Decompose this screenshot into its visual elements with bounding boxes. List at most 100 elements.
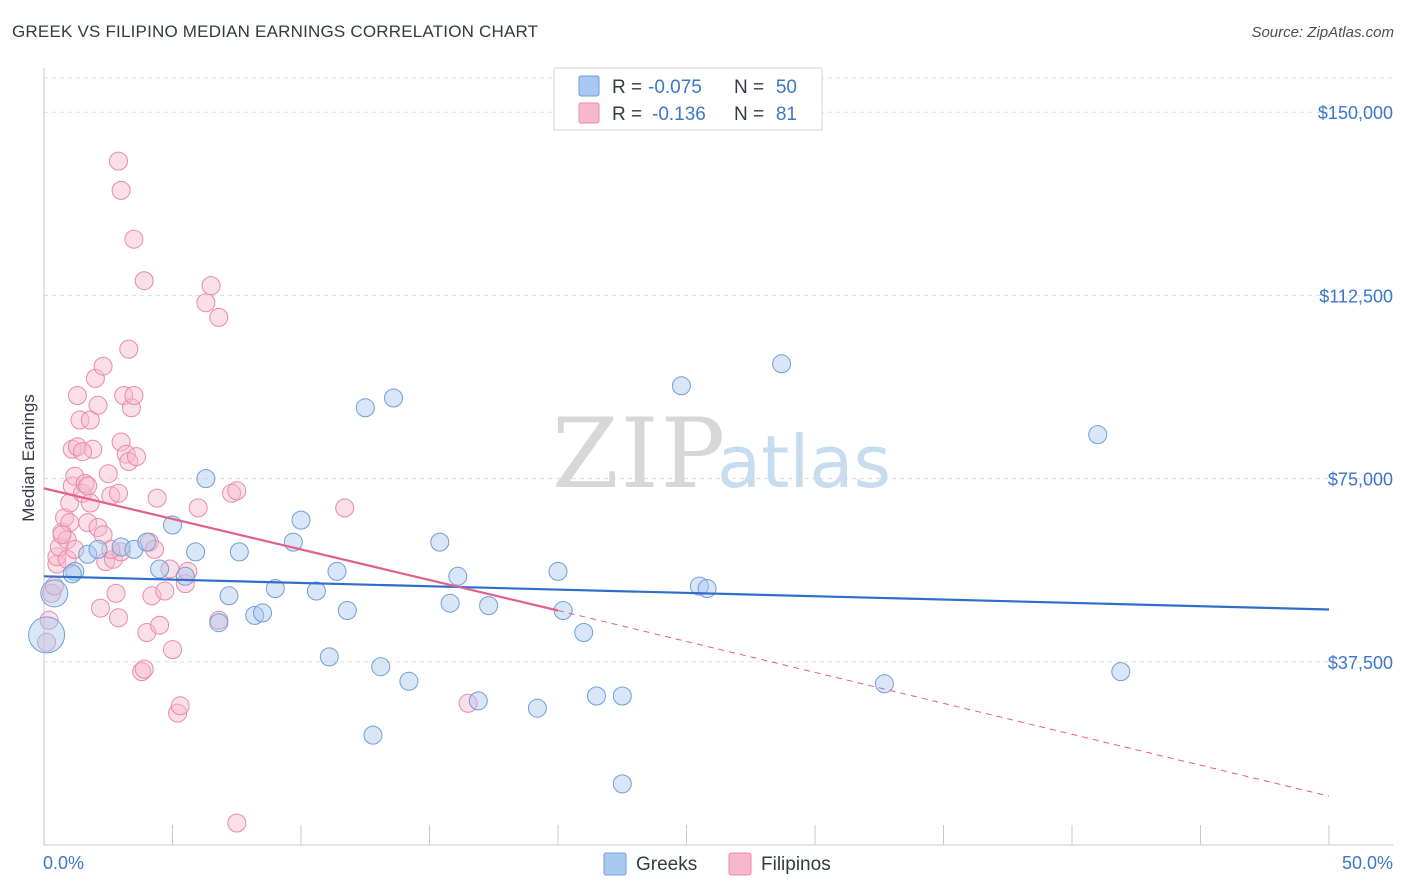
point-greeks-17 <box>253 603 272 623</box>
point-filipinos-61 <box>111 180 131 200</box>
y-axis-title: Median Earnings <box>19 394 38 522</box>
legend-r-label-filipinos: R = <box>612 104 642 125</box>
point-filipinos-28 <box>91 598 110 618</box>
point-filipinos-36 <box>109 608 128 628</box>
point-filipinos-50 <box>142 586 162 606</box>
point-greeks-23 <box>327 561 347 581</box>
point-filipinos-74 <box>119 339 139 359</box>
point-greeks-26 <box>363 725 383 745</box>
point-greeks-11 <box>186 542 206 562</box>
point-filipinos-43 <box>121 398 141 418</box>
point-filipinos-67 <box>209 307 229 327</box>
bottom-legend-swatch-greeks <box>603 852 627 876</box>
y-tick-labels: $37,500 $75,000 $112,500 $150,000 <box>1318 103 1393 673</box>
legend-r-filipinos: -0.136 <box>652 104 706 125</box>
data-points <box>28 151 1131 833</box>
point-filipinos-56 <box>168 703 188 723</box>
point-filipinos-64 <box>188 498 208 518</box>
point-filipinos-76 <box>73 442 92 462</box>
point-greeks-39 <box>587 686 606 706</box>
point-filipinos-29 <box>93 356 113 376</box>
point-filipinos-62 <box>109 151 128 171</box>
point-filipinos-17 <box>70 410 90 430</box>
point-filipinos-19 <box>75 474 95 493</box>
point-filipinos-52 <box>150 615 170 635</box>
source-credit: Source: ZipAtlas.com <box>1251 24 1394 41</box>
point-greeks-15 <box>229 542 249 562</box>
point-filipinos-69 <box>222 483 242 503</box>
point-greeks-32 <box>448 566 468 586</box>
point-greeks-27 <box>371 657 391 677</box>
point-filipinos-60 <box>124 229 144 249</box>
point-greeks-48 <box>1111 662 1131 682</box>
point-filipinos-45 <box>127 447 146 467</box>
point-filipinos-37 <box>109 483 128 503</box>
watermark-zip: ZIP <box>552 398 727 510</box>
point-greeks-47 <box>1088 425 1108 445</box>
point-greeks-29 <box>399 671 419 691</box>
point-filipinos-70 <box>227 481 247 501</box>
point-filipinos-21 <box>78 476 98 496</box>
point-filipinos-77 <box>57 549 77 569</box>
point-filipinos-40 <box>114 386 134 405</box>
watermark-atlas: atlas <box>717 420 891 504</box>
point-greeks-20 <box>291 510 311 530</box>
legend-r-label-greeks: R = <box>612 77 642 98</box>
point-greeks-38 <box>574 623 594 642</box>
point-greeks-12 <box>196 469 216 489</box>
point-greeks-22 <box>319 647 339 667</box>
point-greeks-21 <box>306 581 326 601</box>
legend-swatch-greeks <box>578 75 600 97</box>
point-filipinos-16 <box>67 386 87 405</box>
point-filipinos-0 <box>37 632 57 652</box>
y-tick-label-1: $75,000 <box>1328 470 1393 490</box>
point-greeks-0 <box>28 616 66 654</box>
point-filipinos-14 <box>65 466 85 486</box>
point-greeks-13 <box>209 613 229 633</box>
legend-n-label-filipinos: N = <box>734 104 764 125</box>
point-filipinos-79 <box>65 539 85 559</box>
point-filipinos-22 <box>80 410 100 430</box>
point-greeks-49 <box>62 564 82 584</box>
point-greeks-35 <box>527 698 547 718</box>
point-filipinos-78 <box>52 525 72 545</box>
point-greeks-18 <box>265 579 285 598</box>
point-greeks-4 <box>88 539 108 559</box>
point-filipinos-27 <box>88 395 108 415</box>
point-greeks-36 <box>548 561 568 581</box>
point-greeks-14 <box>219 586 239 606</box>
point-filipinos-31 <box>96 552 116 572</box>
point-filipinos-63 <box>134 271 154 291</box>
point-greeks-7 <box>137 532 157 552</box>
point-filipinos-72 <box>335 498 355 518</box>
point-greeks-33 <box>468 691 488 711</box>
point-greeks-1 <box>40 579 69 608</box>
stats-legend: R = -0.075 N = 50 R = -0.136 N = 81 <box>553 67 823 131</box>
point-greeks-43 <box>689 576 709 596</box>
point-greeks-10 <box>175 566 195 586</box>
point-filipinos-47 <box>134 659 154 679</box>
point-filipinos-44 <box>124 386 144 405</box>
point-greeks-45 <box>772 354 792 374</box>
point-greeks-34 <box>479 596 499 616</box>
point-filipinos-71 <box>227 813 247 833</box>
trend-line-filipinos <box>43 487 559 612</box>
point-filipinos-1 <box>39 610 59 630</box>
point-filipinos-2 <box>42 583 62 603</box>
point-filipinos-65 <box>196 293 216 313</box>
point-greeks-8 <box>150 559 170 579</box>
point-filipinos-46 <box>132 662 152 682</box>
point-filipinos-51 <box>145 539 164 559</box>
point-greeks-42 <box>671 376 691 396</box>
point-filipinos-53 <box>155 581 175 601</box>
x-tick-label-min: 0.0% <box>43 853 84 873</box>
series-legend: Greeks Filipinos <box>603 852 831 876</box>
point-filipinos-32 <box>98 464 118 484</box>
bottom-legend-label-filipinos: Filipinos <box>761 854 831 875</box>
point-greeks-40 <box>612 686 632 706</box>
point-greeks-31 <box>440 593 460 613</box>
legend-n-greeks: 50 <box>776 77 797 98</box>
bottom-legend-label-greeks: Greeks <box>636 854 697 875</box>
point-greeks-44 <box>697 579 717 598</box>
